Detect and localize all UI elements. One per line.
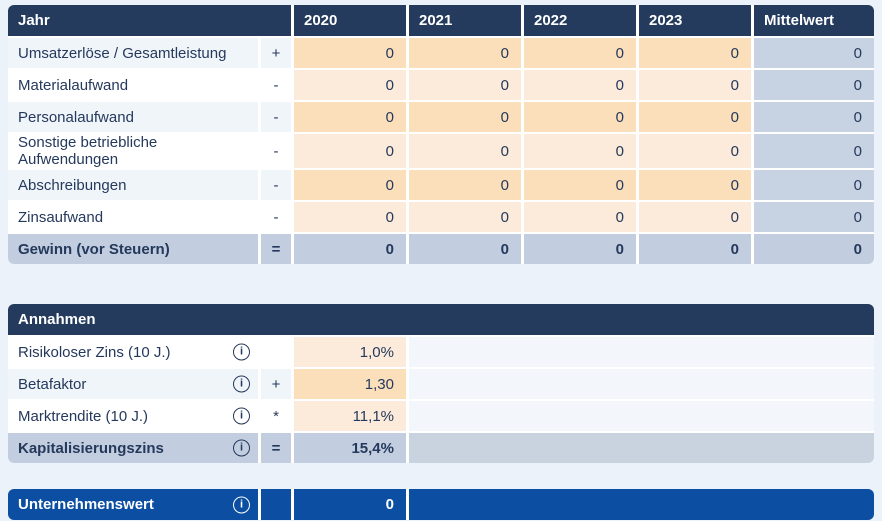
col-header-2020: 2020 xyxy=(294,5,406,36)
row-label: Abschreibungen xyxy=(8,170,258,200)
result-label-cell: Unternehmenswert i xyxy=(8,489,258,520)
mittelwert-cell: 0 xyxy=(754,70,874,100)
pnl-card: Jahr 2020 2021 2022 2023 Mittelwert Umsatzerl… xyxy=(8,5,874,264)
value-input-cell-2021[interactable]: 0 xyxy=(409,70,521,100)
col-header-2022: 2022 xyxy=(524,5,636,36)
value-input-cell-2023[interactable]: 0 xyxy=(639,170,751,200)
value-input-cell-2023[interactable]: 0 xyxy=(639,134,751,168)
assumption-row-filler xyxy=(409,401,874,431)
assumption-value-input-cell[interactable]: 11,1% xyxy=(294,401,406,431)
operator-cell: - xyxy=(261,134,291,168)
value-input-cell-2022[interactable]: 0 xyxy=(524,102,636,132)
total-operator-cell: = xyxy=(261,234,291,264)
info-icon[interactable]: i xyxy=(233,496,250,513)
assumption-label: Marktrendite (10 J.) i xyxy=(8,401,258,431)
row-label: Materialaufwand xyxy=(8,70,258,100)
value-input-cell-2021[interactable]: 0 xyxy=(409,134,521,168)
col-header-2021: 2021 xyxy=(409,5,521,36)
assumption-row-filler xyxy=(409,369,874,399)
assumption-total-label: Kapitalisierungszins i xyxy=(8,433,258,463)
mittelwert-cell: 0 xyxy=(754,170,874,200)
value-input-cell-2023[interactable]: 0 xyxy=(639,202,751,232)
result-card: Unternehmenswert i 0 xyxy=(8,489,874,520)
info-icon[interactable]: i xyxy=(233,439,250,457)
pnl-table: Jahr 2020 2021 2022 2023 Mittelwert Umsatzerl… xyxy=(8,5,874,264)
value-input-cell-2020[interactable]: 0 xyxy=(294,170,406,200)
value-input-cell-2022[interactable]: 0 xyxy=(524,70,636,100)
value-input-cell-2021[interactable]: 0 xyxy=(409,38,521,68)
operator-cell: + xyxy=(261,38,291,68)
value-input-cell-2023[interactable]: 0 xyxy=(639,38,751,68)
assumption-label: Risikoloser Zins (10 J.) i xyxy=(8,337,258,367)
info-icon[interactable]: i xyxy=(233,375,250,393)
row-label: Zinsaufwand xyxy=(8,202,258,232)
value-input-cell-2022[interactable]: 0 xyxy=(524,134,636,168)
info-icon[interactable]: i xyxy=(233,407,250,425)
value-input-cell-2022[interactable]: 0 xyxy=(524,202,636,232)
total-row-label: Gewinn (vor Steuern) xyxy=(8,234,258,264)
total-value-cell-2020: 0 xyxy=(294,234,406,264)
row-label: Personalaufwand xyxy=(8,102,258,132)
total-value-cell-2022: 0 xyxy=(524,234,636,264)
assumption-operator-cell xyxy=(261,337,291,367)
assumptions-card: Annahmen Risikoloser Zins (10 J.) i 1,0% Be… xyxy=(8,304,874,463)
pnl-header-jahr: Jahr xyxy=(8,5,291,36)
value-input-cell-2021[interactable]: 0 xyxy=(409,202,521,232)
assumption-total-value: 15,4% xyxy=(294,433,406,463)
operator-cell: - xyxy=(261,170,291,200)
result-operator-cell xyxy=(261,489,291,520)
mittelwert-cell: 0 xyxy=(754,38,874,68)
row-label: Sonstige betriebliche Aufwendungen xyxy=(8,134,258,168)
mittelwert-cell: 0 xyxy=(754,202,874,232)
assumption-total-filler xyxy=(409,433,874,463)
col-header-2023: 2023 xyxy=(639,5,751,36)
total-mittelwert-cell: 0 xyxy=(754,234,874,264)
assumption-operator-cell: * xyxy=(261,401,291,431)
info-icon[interactable]: i xyxy=(233,343,250,361)
valuation-page: Jahr 2020 2021 2022 2023 Mittelwert Umsatzerl… xyxy=(8,5,874,520)
result-filler xyxy=(409,489,874,520)
assumption-value-input-cell[interactable]: 1,30 xyxy=(294,369,406,399)
operator-cell: - xyxy=(261,70,291,100)
total-value-cell-2023: 0 xyxy=(639,234,751,264)
assumption-value-input-cell[interactable]: 1,0% xyxy=(294,337,406,367)
value-input-cell-2022[interactable]: 0 xyxy=(524,170,636,200)
operator-cell: - xyxy=(261,202,291,232)
col-header-mittelwert: Mittelwert xyxy=(754,5,874,36)
row-label: Umsatzerlöse / Gesamtleistung xyxy=(8,38,258,68)
value-input-cell-2023[interactable]: 0 xyxy=(639,70,751,100)
assumption-operator-cell: + xyxy=(261,369,291,399)
value-input-cell-2022[interactable]: 0 xyxy=(524,38,636,68)
value-input-cell-2023[interactable]: 0 xyxy=(639,102,751,132)
value-input-cell-2020[interactable]: 0 xyxy=(294,70,406,100)
assumption-total-operator-cell: = xyxy=(261,433,291,463)
assumptions-header: Annahmen xyxy=(8,304,874,335)
value-input-cell-2021[interactable]: 0 xyxy=(409,102,521,132)
value-input-cell-2020[interactable]: 0 xyxy=(294,134,406,168)
mittelwert-cell: 0 xyxy=(754,102,874,132)
operator-cell: - xyxy=(261,102,291,132)
assumption-row-filler xyxy=(409,337,874,367)
result-bar: Unternehmenswert i 0 xyxy=(8,489,874,520)
value-input-cell-2020[interactable]: 0 xyxy=(294,202,406,232)
assumptions-table: Annahmen Risikoloser Zins (10 J.) i 1,0% Be… xyxy=(8,304,874,463)
value-input-cell-2020[interactable]: 0 xyxy=(294,38,406,68)
value-input-cell-2020[interactable]: 0 xyxy=(294,102,406,132)
result-label: Unternehmenswert xyxy=(18,496,154,513)
value-input-cell-2021[interactable]: 0 xyxy=(409,170,521,200)
assumption-label: Betafaktor i xyxy=(8,369,258,399)
total-value-cell-2021: 0 xyxy=(409,234,521,264)
result-value: 0 xyxy=(294,489,406,520)
mittelwert-cell: 0 xyxy=(754,134,874,168)
